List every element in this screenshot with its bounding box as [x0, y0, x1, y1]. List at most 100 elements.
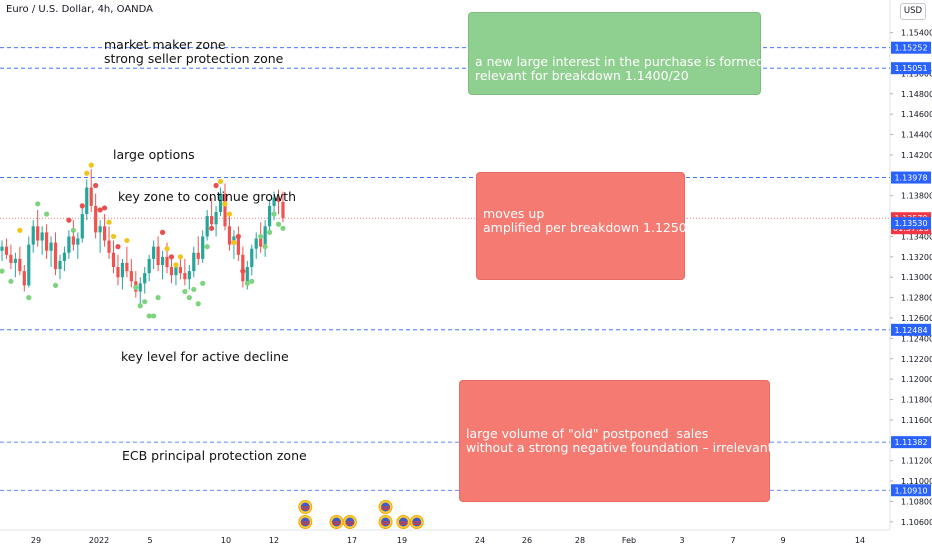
indicator-dot	[35, 201, 41, 207]
candle-body	[40, 232, 44, 241]
candle-body	[196, 252, 200, 259]
candle-body	[89, 187, 93, 206]
time-tick-label: 3	[679, 536, 684, 545]
indicator-dot	[142, 299, 148, 305]
candle-body	[223, 193, 227, 227]
indicator-dot	[110, 233, 117, 240]
candle-body	[174, 267, 178, 276]
indicator-dot	[275, 221, 282, 227]
price-tick-label: 1.12200	[901, 355, 932, 364]
candle-body	[27, 244, 31, 286]
time-tick-label: 26	[522, 536, 532, 545]
indicator-dot	[235, 233, 241, 240]
indicator-dot	[93, 182, 99, 189]
indicator-dot	[222, 201, 228, 207]
candle-body	[156, 246, 160, 265]
indicator-dot	[267, 229, 273, 235]
candle-body	[276, 197, 281, 202]
candle-body	[160, 256, 165, 265]
candle-body	[218, 193, 223, 212]
candle-body	[45, 232, 49, 251]
indicator-dot	[186, 295, 192, 301]
price-tick-label: 1.14600	[901, 110, 932, 119]
candle-body	[152, 246, 156, 259]
currency-button[interactable]: USD	[900, 3, 926, 20]
indicator-dot	[17, 227, 23, 233]
indicator-dot	[177, 254, 183, 260]
indicator-dot	[88, 162, 94, 168]
level-price-label: 1.15051	[894, 64, 927, 73]
candle-body	[58, 260, 62, 270]
red-note-box-middle[interactable]: moves up amplified per breakdown 1.1250	[476, 172, 687, 280]
current-price-tag	[891, 217, 931, 230]
price-tick-label: 1.10600	[901, 518, 932, 527]
price-tick-label: 1.12000	[901, 375, 932, 384]
indicator-dot	[209, 225, 215, 231]
candle-body	[214, 212, 218, 225]
price-tick-label: 1.13800	[901, 192, 932, 201]
event-flag-icon	[409, 515, 424, 529]
candle-body	[125, 262, 129, 272]
candle-body	[147, 258, 151, 274]
annotation-large-options: large options	[113, 147, 195, 162]
indicator-dot	[66, 217, 72, 223]
candle-body	[143, 273, 147, 284]
indicator-dot	[249, 278, 255, 284]
indicator-dot	[280, 225, 286, 231]
indicator-dot	[191, 286, 197, 293]
price-tick-label: 1.15400	[901, 29, 932, 38]
indicator-dot	[173, 262, 179, 268]
time-tick-label: 28	[575, 536, 585, 545]
candle-body	[111, 252, 116, 268]
candle-body	[85, 187, 89, 215]
event-flag-icon	[329, 515, 344, 529]
candle-body	[13, 258, 17, 263]
green-note-box[interactable]: a new large interest in the purchase is …	[468, 12, 764, 95]
indicator-dot	[101, 205, 108, 211]
indicator-dot	[258, 233, 264, 240]
indicator-dot	[231, 239, 237, 246]
chart-grid	[0, 0, 891, 531]
candle-body	[138, 283, 142, 292]
indicator-dot	[195, 301, 201, 307]
candle-body	[9, 254, 13, 263]
level-price-label: 1.10910	[894, 486, 927, 495]
indicator-dot	[217, 178, 224, 185]
annotation-market-maker: market maker zone strong seller protecti…	[104, 37, 284, 66]
red-note-box-bottom[interactable]: large volume of "old" postponed sales wi…	[459, 380, 773, 502]
level-price-tag	[891, 323, 931, 336]
event-flag-icon	[298, 515, 313, 529]
candle-body	[165, 256, 169, 268]
candle-body	[22, 271, 26, 286]
indicator-dot	[240, 268, 246, 274]
candle-body	[281, 201, 285, 219]
time-tick-label: 14	[855, 536, 865, 545]
candle-body	[98, 226, 102, 233]
time-tick-label: 24	[475, 536, 485, 545]
level-price-tag	[891, 436, 931, 449]
indicator-dot	[155, 295, 161, 301]
event-flag-icon	[396, 515, 411, 529]
price-tick-label: 1.13200	[901, 253, 932, 262]
level-price-tag	[891, 484, 931, 497]
candle-body	[210, 216, 214, 225]
price-tick-label: 1.12800	[901, 294, 932, 303]
price-tick-label: 1.11800	[901, 396, 932, 405]
candle-body	[205, 216, 209, 237]
candle-body	[178, 267, 182, 274]
candle-body	[183, 273, 187, 280]
candle-body	[31, 226, 35, 245]
annotation-ecb-zone: ECB principal protection zone	[122, 448, 307, 463]
price-tick-label: 1.12600	[901, 314, 932, 323]
indicator-dot	[244, 280, 250, 286]
event-flag-icon	[378, 500, 393, 514]
candle-body	[76, 238, 80, 245]
indicator-dot	[182, 288, 188, 295]
indicator-dot	[124, 237, 130, 244]
indicator-dot	[262, 244, 268, 250]
candle-body	[263, 226, 267, 247]
indicator-dot	[213, 182, 219, 189]
time-tick-label: Feb	[622, 536, 636, 545]
event-flag-icon	[298, 500, 313, 514]
